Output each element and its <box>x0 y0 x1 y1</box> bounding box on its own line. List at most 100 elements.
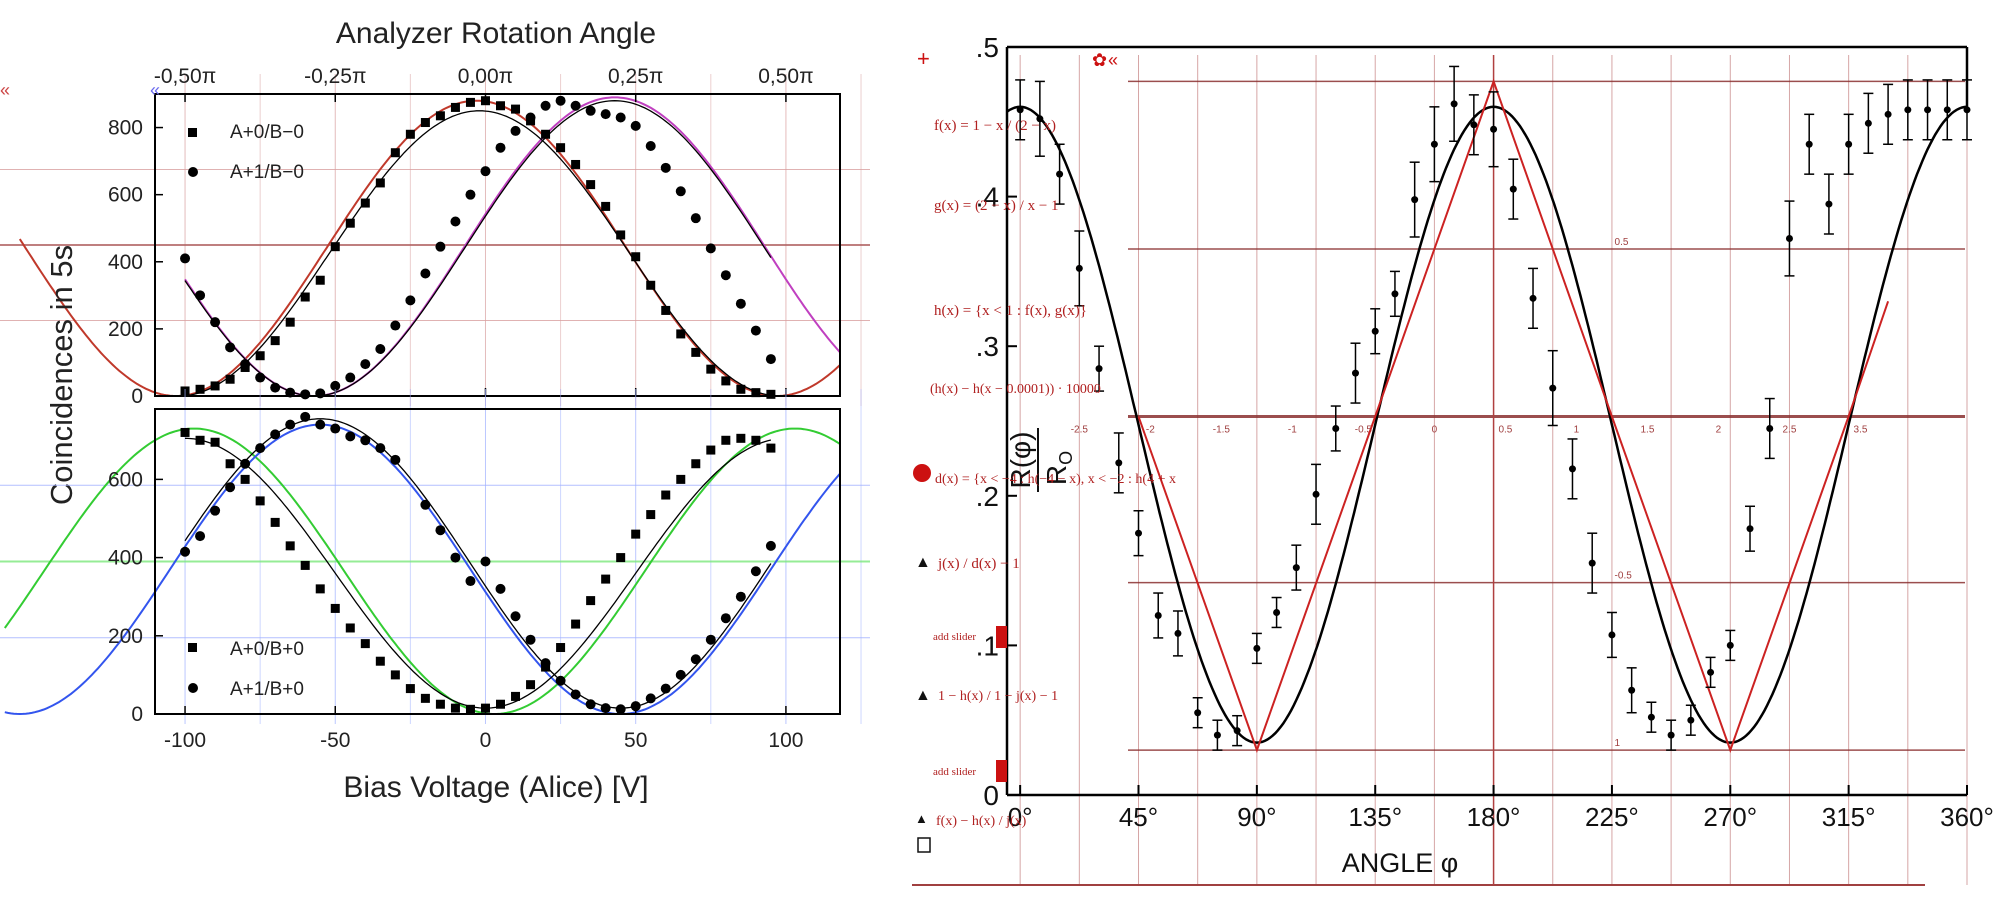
overlay-tick-label: 1 <box>1574 425 1580 436</box>
theory-curve <box>1006 105 1968 744</box>
top-plot-frame <box>154 93 841 397</box>
data-point-square <box>766 443 776 453</box>
data-point-circle <box>675 669 686 680</box>
y-tick-label: .3 <box>976 331 999 362</box>
legend-bottom: A+0/B+0 A+1/B+0 <box>188 639 304 700</box>
fit-curve <box>184 110 772 397</box>
add-slider-button[interactable] <box>996 760 1007 782</box>
add-slider-button[interactable] <box>996 626 1007 648</box>
data-point-square <box>405 684 415 694</box>
data-point <box>1371 327 1379 335</box>
data-point-circle <box>375 344 386 355</box>
data-point <box>1194 709 1202 717</box>
data-point-circle <box>480 166 491 177</box>
table-icon[interactable] <box>917 837 931 853</box>
top-tick-label: 0,50π <box>758 65 813 88</box>
data-point-square <box>766 389 776 399</box>
overlay-curve <box>4 423 841 716</box>
settings-icon[interactable]: ✿ <box>1092 50 1107 70</box>
data-point-circle <box>435 525 446 536</box>
collapse-icon[interactable]: « <box>0 80 10 100</box>
y-tick-label: 400 <box>108 251 143 274</box>
overlay-tick-label: -2.5 <box>1071 425 1089 436</box>
data-point-square <box>255 351 265 361</box>
ylabel-sub: R <box>1041 465 1072 485</box>
data-point-square <box>285 317 295 327</box>
data-point-square <box>285 541 295 551</box>
data-point-square <box>571 619 581 629</box>
data-point-square <box>390 670 400 680</box>
data-point <box>1766 424 1774 432</box>
collapse-icon[interactable]: « <box>150 80 160 100</box>
y-tick-label: 200 <box>108 625 143 648</box>
data-point-square <box>210 381 220 391</box>
data-point-circle <box>285 419 296 430</box>
bottom-plot-frame <box>154 408 841 715</box>
data-point-square <box>390 148 400 158</box>
data-point-circle <box>765 354 776 365</box>
warning-icon: ▲ <box>915 554 931 571</box>
legend-marker-square <box>188 128 197 137</box>
x-tick-label: 0 <box>480 729 492 752</box>
fit-curve <box>184 437 772 709</box>
plus-icon[interactable]: + <box>917 46 930 71</box>
data-point-square <box>195 384 205 394</box>
x-tick-label: 45° <box>1119 802 1158 832</box>
data-point-circle <box>585 105 596 116</box>
legend-label: A+0/B+0 <box>230 639 304 660</box>
data-point <box>1667 731 1675 739</box>
data-point <box>1687 716 1695 724</box>
top-tick-label: 0,25π <box>608 65 663 88</box>
data-point-square <box>751 388 761 398</box>
data-point-square <box>405 129 415 139</box>
data-point-square <box>736 433 746 443</box>
data-point-square <box>586 180 596 190</box>
data-point-square <box>661 305 671 315</box>
data-point-circle <box>645 141 656 152</box>
data-point <box>1963 106 1971 114</box>
data-point-square <box>721 376 731 386</box>
data-point-circle <box>600 703 611 714</box>
data-point-circle <box>210 505 221 516</box>
data-point-circle <box>495 583 506 594</box>
data-point-circle <box>300 411 311 422</box>
top-plot-ticks: 0 200 400 600 800 -0,50π -0,25π 0,00π 0,25π 0,50π <box>108 65 814 408</box>
data-point-circle <box>225 342 236 353</box>
data-point <box>1608 631 1616 639</box>
data-point-circle <box>630 120 641 131</box>
data-point-circle <box>750 566 761 577</box>
data-point-circle <box>720 613 731 624</box>
data-point-square <box>646 510 656 520</box>
data-point-circle <box>195 531 206 542</box>
data-point-square <box>511 691 521 701</box>
legend-label: A+1/B+0 <box>230 679 304 700</box>
data-point-circle <box>750 325 761 336</box>
y-tick-label: .2 <box>976 481 999 512</box>
data-point <box>1213 731 1221 739</box>
data-point-square <box>601 574 611 584</box>
data-point-circle <box>585 699 596 710</box>
y-tick-label: 800 <box>108 117 143 140</box>
right-plot-marks <box>1006 65 1972 754</box>
data-point <box>1647 713 1655 721</box>
data-point-circle <box>360 359 371 370</box>
hidden-indicator-icon[interactable] <box>913 464 931 482</box>
top-tick-label: -0,50π <box>154 65 216 88</box>
data-point-circle <box>615 112 626 123</box>
collapse-icon[interactable]: « <box>1108 50 1118 70</box>
data-point-square <box>631 252 641 262</box>
data-point-circle <box>525 634 536 645</box>
data-point-circle <box>405 295 416 306</box>
legend-label: A+1/B−0 <box>230 162 304 183</box>
annotation-f: f(x) = 1 − x / (2 − x) <box>934 118 1056 134</box>
top-axis-title: Analyzer Rotation Angle <box>336 17 656 50</box>
x-tick-label: 0° <box>1008 802 1033 832</box>
data-point-circle <box>705 243 716 254</box>
bottom-plot-ticks: 0 200 400 600 -100 -50 0 50 100 <box>108 468 803 752</box>
legend-top: A+0/B−0 A+1/B−0 <box>188 122 304 183</box>
data-point-square <box>721 435 731 445</box>
data-point-square <box>601 201 611 211</box>
data-point-square <box>541 129 551 139</box>
